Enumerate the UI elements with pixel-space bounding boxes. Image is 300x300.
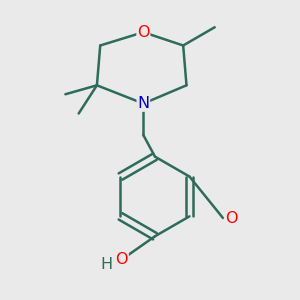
Text: H: H — [101, 257, 113, 272]
Text: O: O — [137, 25, 150, 40]
Text: N: N — [137, 96, 149, 111]
Text: O: O — [225, 211, 237, 226]
Text: O: O — [116, 252, 128, 267]
